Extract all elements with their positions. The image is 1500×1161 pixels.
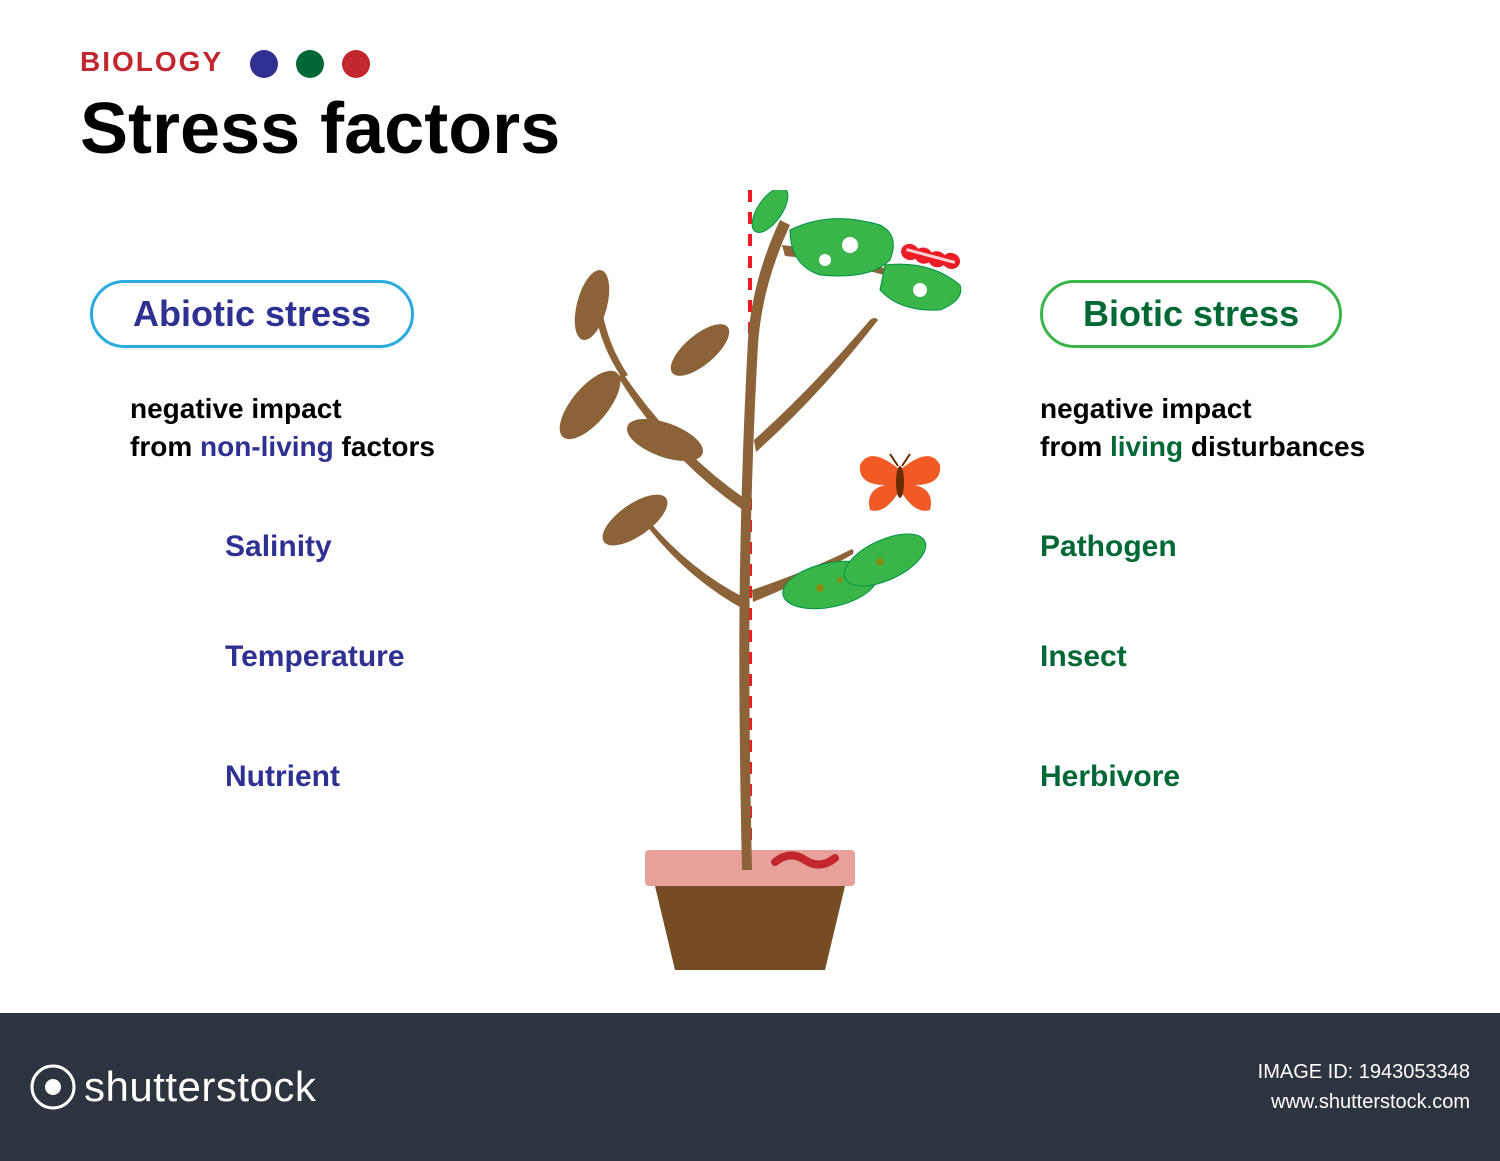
biotic-desc-line2a: from [1040, 431, 1110, 462]
subject-text: BIOLOGY [80, 46, 223, 77]
page-title: Stress factors [80, 88, 560, 170]
subject-label: BIOLOGY [80, 46, 370, 78]
abiotic-factor-3: Nutrient [225, 760, 340, 794]
diagram-canvas: BIOLOGY Stress factors Abiotic stress ne… [0, 0, 1500, 1013]
abiotic-description: negative impact from non-living factors [130, 390, 435, 466]
abiotic-desc-line2b: factors [334, 431, 435, 462]
biotic-pill: Biotic stress [1040, 280, 1342, 348]
header-dots [250, 50, 370, 78]
biotic-desc-highlight: living [1110, 431, 1183, 462]
image-id-label: IMAGE ID: 1943053348 [1258, 1057, 1470, 1087]
footer-meta: IMAGE ID: 1943053348 www.shutterstock.co… [1258, 1057, 1470, 1117]
abiotic-factor-2: Temperature [225, 640, 405, 674]
site-label: www.shutterstock.com [1258, 1087, 1470, 1117]
brand-text: shutterstock [84, 1063, 316, 1111]
stem-icon [595, 220, 891, 870]
biotic-pill-label: Biotic stress [1083, 293, 1299, 334]
dot-3 [342, 50, 370, 78]
biotic-desc-line1: negative impact [1040, 393, 1252, 424]
plant-illustration [490, 190, 1010, 980]
biotic-description: negative impact from living disturbances [1040, 390, 1365, 466]
abiotic-desc-highlight: non-living [200, 431, 334, 462]
brand-logo: shutterstock [30, 1063, 316, 1111]
abiotic-desc-line2a: from [130, 431, 200, 462]
abiotic-pill-label: Abiotic stress [133, 293, 371, 334]
biotic-desc-line2b: disturbances [1183, 431, 1365, 462]
brand-icon [30, 1064, 76, 1110]
abiotic-desc-line1: negative impact [130, 393, 342, 424]
butterfly-icon [860, 454, 940, 511]
biotic-factor-1: Pathogen [1040, 530, 1177, 564]
biotic-factor-3: Herbivore [1040, 760, 1180, 794]
plant-svg [490, 190, 1010, 980]
footer-bar: shutterstock IMAGE ID: 1943053348 www.sh… [0, 1013, 1500, 1161]
dot-1 [250, 50, 278, 78]
abiotic-pill: Abiotic stress [90, 280, 414, 348]
dot-2 [296, 50, 324, 78]
abiotic-factor-1: Salinity [225, 530, 332, 564]
biotic-factor-2: Insect [1040, 640, 1127, 674]
